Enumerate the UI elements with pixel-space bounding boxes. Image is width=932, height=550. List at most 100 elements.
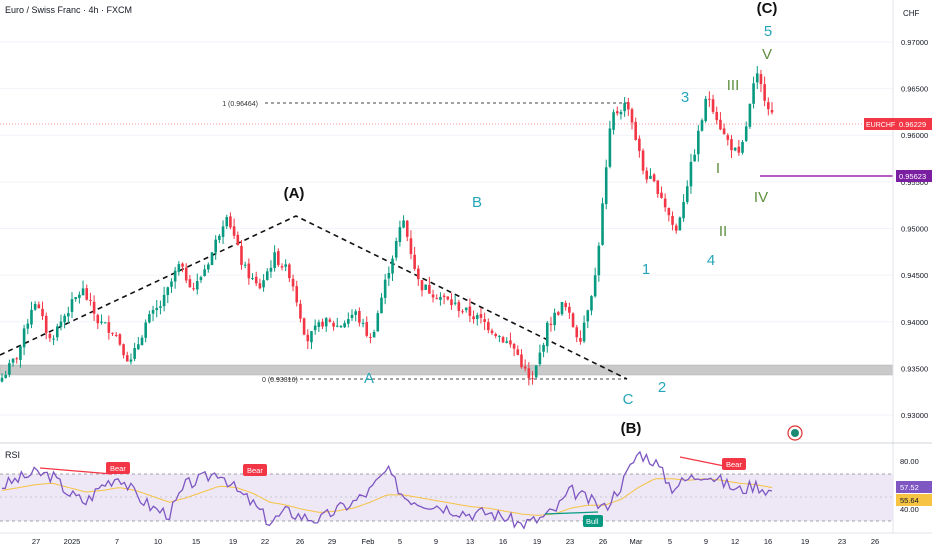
rsi-value-label: 57.52 xyxy=(900,483,919,492)
candle-body xyxy=(52,338,55,340)
wave-structure-line xyxy=(0,215,628,380)
time-tick-label: 19 xyxy=(533,537,541,546)
bear-tag-3: Bear xyxy=(726,460,742,469)
time-tick-label: 16 xyxy=(499,537,507,546)
candle-body xyxy=(752,83,755,104)
candle-body xyxy=(457,302,461,311)
candle-body xyxy=(118,334,122,345)
price-tick-label: 0.97000 xyxy=(901,38,928,47)
candle-body xyxy=(597,245,601,276)
candle-body xyxy=(33,303,37,310)
candle-body xyxy=(251,278,254,280)
candle-body xyxy=(730,139,733,151)
time-tick-label: 16 xyxy=(764,537,772,546)
candle-body xyxy=(232,226,236,236)
candle-body xyxy=(475,315,479,319)
candle-body xyxy=(553,312,556,326)
wave-label-B: B xyxy=(472,194,482,211)
candle-body xyxy=(0,377,4,382)
time-tick-label: 23 xyxy=(838,537,846,546)
rsi-level-40: 40.00 xyxy=(900,505,919,514)
candle-body xyxy=(288,264,291,279)
time-tick-label: 9 xyxy=(434,537,438,546)
candle-body xyxy=(733,147,737,151)
candle-body xyxy=(332,322,335,327)
candle-body xyxy=(67,313,70,317)
candle-body xyxy=(214,239,217,253)
candle-body xyxy=(369,336,372,338)
candle-body xyxy=(509,340,512,345)
wave-label-4: 4 xyxy=(707,252,715,269)
candle-body xyxy=(240,245,243,265)
time-tick-label: 19 xyxy=(229,537,237,546)
candle-body xyxy=(700,120,704,131)
candle-body xyxy=(663,198,667,208)
candle-body xyxy=(265,271,269,280)
bear-divergence-line-1 xyxy=(39,467,113,475)
time-tick-label: 7 xyxy=(115,537,119,546)
candle-body xyxy=(424,284,427,290)
rsi-value-tag xyxy=(896,481,932,493)
price-tick-label: 0.94500 xyxy=(901,271,928,280)
candle-body xyxy=(166,287,170,296)
candle-body xyxy=(560,301,564,315)
time-tick-label: 26 xyxy=(871,537,879,546)
price-axis-ticks: 0.97000 0.96500 0.96000 0.95500 0.95000 0.945… xyxy=(901,38,928,420)
candle-body xyxy=(114,334,118,336)
candle-body xyxy=(638,138,641,151)
candle-body xyxy=(85,288,89,300)
candle-body xyxy=(520,354,523,368)
candle-body xyxy=(243,264,247,266)
candle-body xyxy=(527,368,531,378)
candle-body xyxy=(615,111,619,114)
currency-label: CHF xyxy=(903,9,920,18)
candle-body xyxy=(538,352,542,365)
candle-body xyxy=(612,112,615,130)
bull-tag: Bull xyxy=(586,517,599,526)
candle-body xyxy=(685,186,689,203)
candle-body xyxy=(516,349,520,355)
candle-body xyxy=(181,263,184,267)
symbol-title: Euro / Swiss Franc · 4h · FXCM xyxy=(5,5,133,15)
candle-body xyxy=(162,294,166,307)
candle-body xyxy=(207,264,210,270)
candle-body xyxy=(402,220,405,228)
candle-body xyxy=(726,135,730,140)
wave-label-3: 3 xyxy=(681,89,689,106)
price-tick-label: 0.95000 xyxy=(901,224,928,233)
candle-body xyxy=(748,103,752,127)
candle-body xyxy=(347,319,350,324)
bear-tag-1: Bear xyxy=(110,464,126,473)
candle-body xyxy=(55,326,59,338)
candle-body xyxy=(531,378,534,380)
candle-body xyxy=(11,358,15,363)
time-tick-label: 10 xyxy=(154,537,162,546)
candle-body xyxy=(92,301,96,314)
rsi-band xyxy=(0,474,893,521)
candle-body xyxy=(144,322,147,338)
candle-body xyxy=(350,314,354,318)
time-tick-label: Feb xyxy=(362,537,375,546)
fib-level-1-label: 1 (0.96464) xyxy=(222,101,258,108)
candle-body xyxy=(428,285,431,294)
candle-body xyxy=(247,263,251,279)
candle-body xyxy=(582,322,586,342)
price-tick-label: 0.94000 xyxy=(901,318,928,327)
candle-body xyxy=(722,128,726,135)
rsi-ma-line xyxy=(1,478,773,516)
candle-body xyxy=(280,266,284,268)
target-icon[interactable] xyxy=(787,425,803,441)
candle-body xyxy=(125,355,129,362)
candle-body xyxy=(545,322,549,347)
eurchf-symbol-label: EURCHF xyxy=(866,122,895,129)
candle-body xyxy=(645,170,649,180)
wave-label-B-big: (B) xyxy=(621,420,642,437)
last-price-label: 0.96229 xyxy=(899,120,926,129)
candle-body xyxy=(417,268,420,280)
candle-body xyxy=(70,299,74,312)
candle-body xyxy=(464,307,468,311)
candle-body xyxy=(446,296,450,300)
candle-body xyxy=(601,203,604,245)
candle-body xyxy=(634,121,637,140)
candle-body xyxy=(151,309,155,314)
